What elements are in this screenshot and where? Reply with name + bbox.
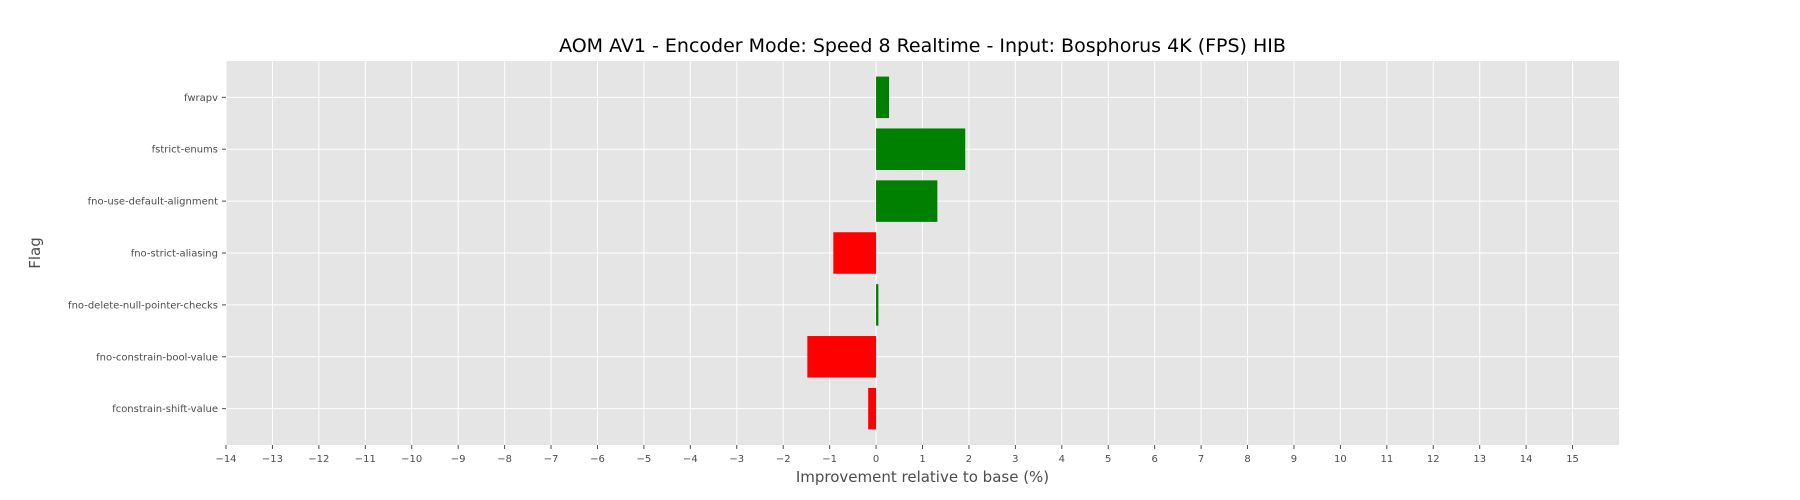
x-tick-label: 14 [1520,454,1533,465]
x-tick-label: −14 [215,454,236,465]
x-tick-label: −9 [451,454,466,465]
x-tick-label: −6 [590,454,605,465]
x-tick-label: 1 [919,454,925,465]
x-tick-label: −8 [497,454,512,465]
y-axis-title: Flag [26,237,44,269]
x-axis-ticks: −14 −13 −12 −11 −10 −9 −8 −7 −6 −5 −4 −3 −2 −1 0 1 2 3 4 5 6… [215,445,1579,465]
x-tick-label: −13 [262,454,283,465]
x-axis-title: Improvement relative to base (%) [796,468,1049,486]
bar-fno-strict-aliasing [833,232,877,274]
x-tick-label: −3 [729,454,744,465]
x-tick-label: 0 [873,454,879,465]
x-tick-label: 3 [1012,454,1018,465]
x-tick-label: 9 [1291,454,1297,465]
x-tick-label: 8 [1244,454,1250,465]
x-tick-label: −11 [355,454,376,465]
x-tick-label: 11 [1380,454,1393,465]
bar-fwrapv [876,76,890,119]
bar-fno-constrain-bool-value [807,336,877,378]
x-tick-label: −5 [637,454,652,465]
bar-fno-use-default-alignment [876,180,938,222]
y-tick-label: fno-use-default-alignment [88,197,218,208]
bar-fno-delete-null-pointer-checks [876,284,879,326]
x-tick-label: −4 [683,454,698,465]
y-tick-label: fno-constrain-bool-value [96,352,218,363]
x-tick-label: −12 [308,454,329,465]
x-tick-label: −1 [822,454,837,465]
y-axis-ticks: fwrapv fstrict-enums fno-use-default-align… [68,93,226,415]
x-tick-label: 6 [1151,454,1157,465]
bar-fstrict-enums [876,128,966,170]
y-tick-label: fno-strict-aliasing [131,249,218,260]
x-tick-label: −7 [544,454,559,465]
x-tick-label: 13 [1473,454,1486,465]
x-tick-label: −2 [776,454,791,465]
y-tick-label: fstrict-enums [152,145,218,156]
x-tick-label: 7 [1198,454,1204,465]
x-tick-label: 2 [966,454,972,465]
y-tick-label: fconstrain-shift-value [112,404,218,415]
y-tick-label: fno-delete-null-pointer-checks [68,300,218,311]
gridlines [225,61,1619,445]
x-tick-label: 4 [1059,454,1065,465]
x-tick-label: −10 [401,454,422,465]
bar-fconstrain-shift-value [868,387,877,430]
x-tick-label: 12 [1427,454,1440,465]
x-tick-label: 15 [1566,454,1579,465]
x-tick-label: 5 [1105,454,1111,465]
chart-title: AOM AV1 - Encoder Mode: Speed 8 Realtime… [559,35,1286,57]
x-tick-label: 10 [1334,454,1347,465]
y-tick-label: fwrapv [184,93,218,104]
bars [807,76,966,430]
